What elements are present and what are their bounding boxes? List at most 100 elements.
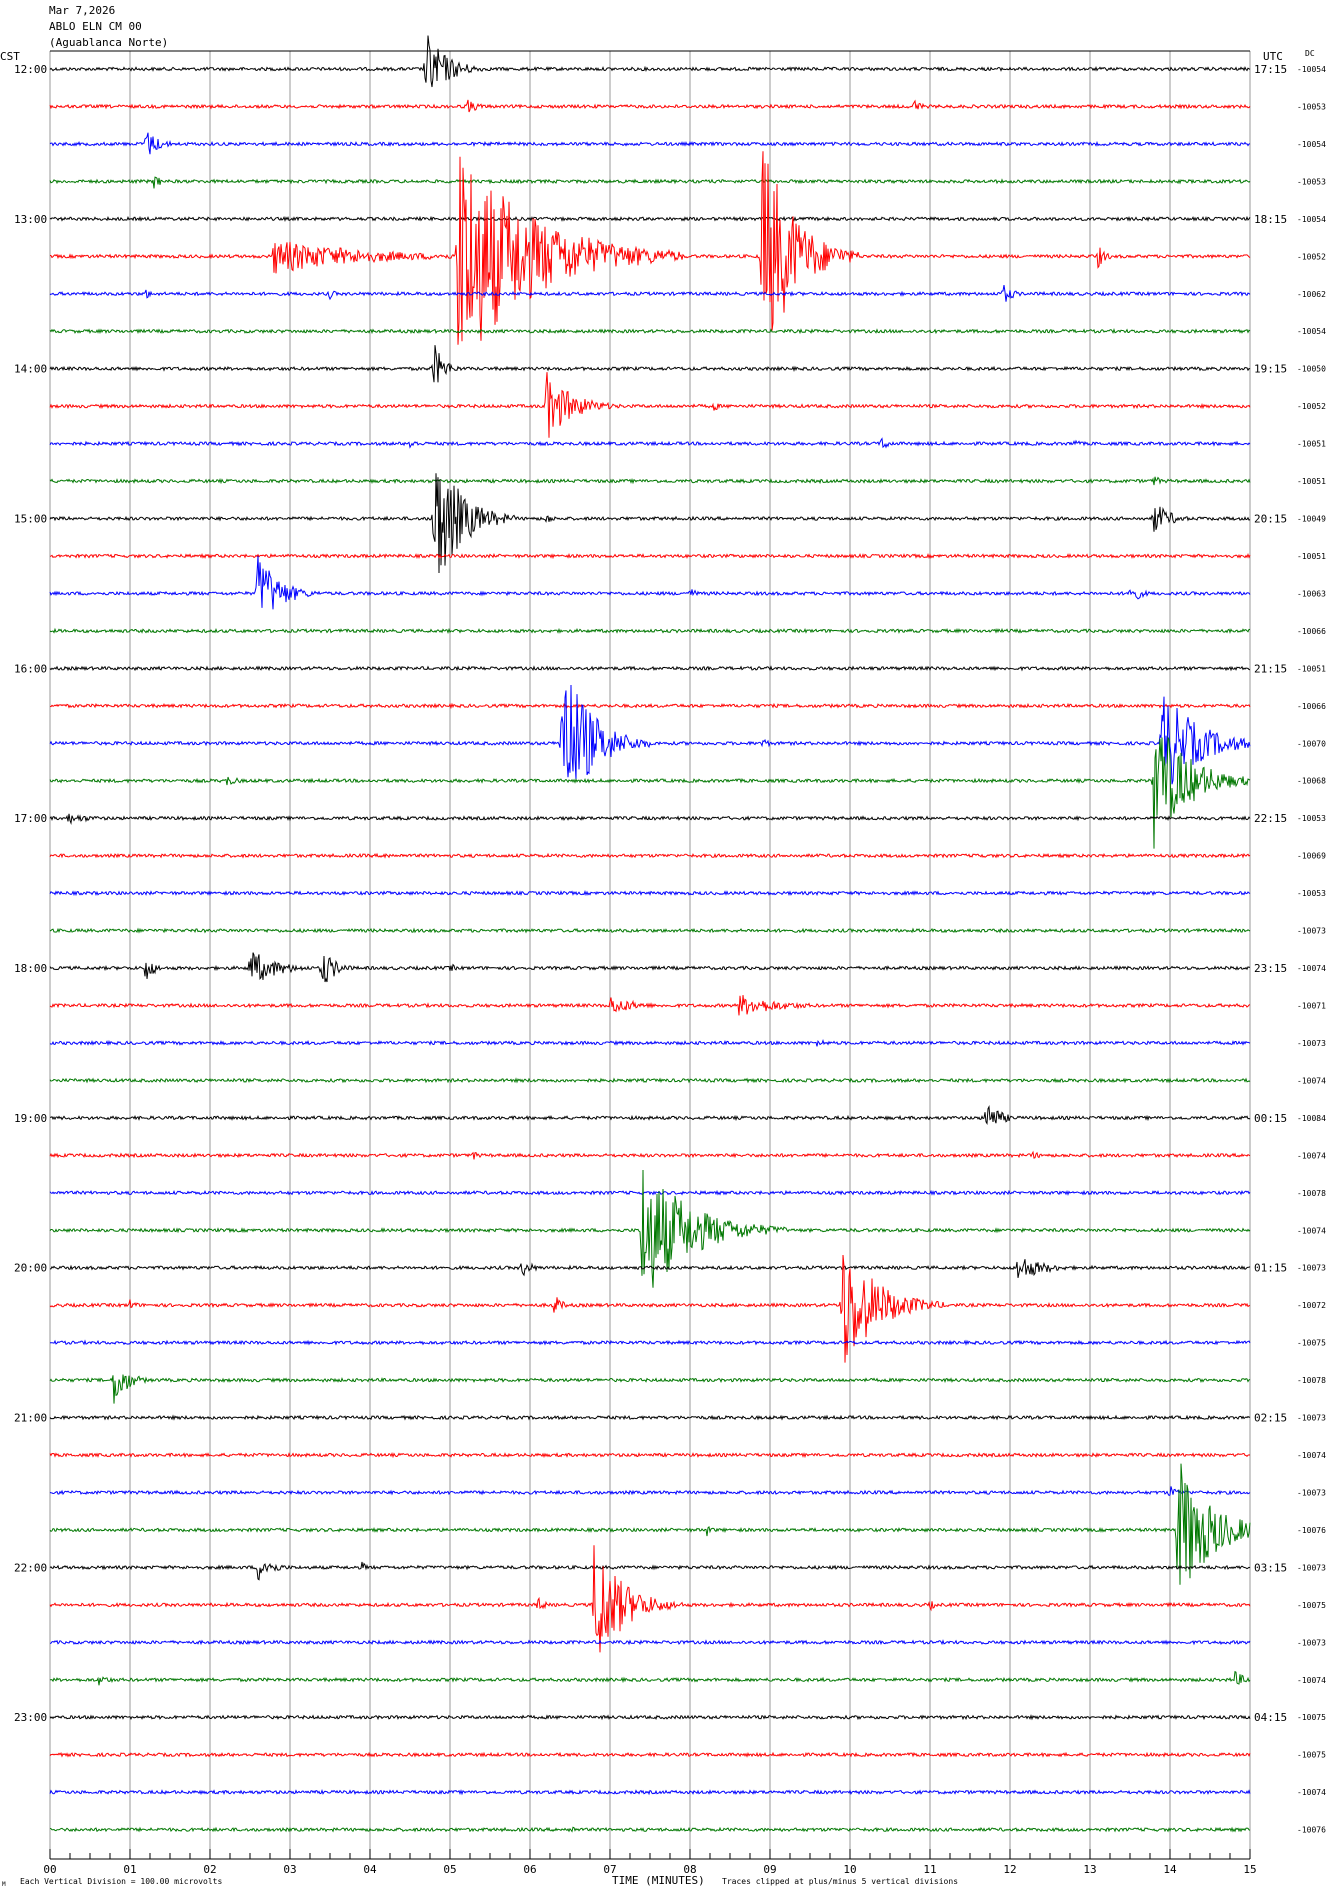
trace-line-47 <box>49 1826 1251 1833</box>
trace-line-6 <box>49 285 1251 302</box>
trace-line-36 <box>49 1414 1251 1421</box>
dc-value: -10051 <box>1297 440 1326 449</box>
right-timezone-label: UTC <box>1263 50 1283 63</box>
dc-value: -10053 <box>1297 889 1326 898</box>
trace-line-41 <box>49 1545 1251 1653</box>
trace-line-32 <box>49 1259 1251 1278</box>
trace-line-17 <box>49 702 1251 710</box>
trace-line-7 <box>49 327 1251 335</box>
dc-value: -10074 <box>1297 1788 1326 1797</box>
trace-line-0 <box>49 35 1251 88</box>
trace-lines <box>49 35 1251 1833</box>
trace-line-38 <box>49 1486 1251 1497</box>
trace-line-28 <box>49 1104 1251 1125</box>
utc-hour-labels: 17:15 18:15 19:15 20:15 21:15 22:15 23:15 00:15… <box>1254 63 1287 1724</box>
trace-line-30 <box>49 1189 1251 1196</box>
dc-value: -10073 <box>1297 1039 1326 1048</box>
dc-value: -10074 <box>1297 1451 1326 1460</box>
trace-line-14 <box>49 555 1251 610</box>
cst-hour-label: 17:00 <box>14 812 47 825</box>
cst-hour-label: 23:00 <box>14 1711 47 1724</box>
trace-line-25 <box>49 995 1251 1016</box>
dc-value: -10052 <box>1297 402 1326 411</box>
trace-line-8 <box>49 345 1251 383</box>
trace-line-33 <box>49 1254 1251 1363</box>
dc-value: -10051 <box>1297 552 1326 561</box>
x-axis-title: TIME (MINUTES) <box>612 1874 705 1887</box>
dc-value: -10068 <box>1297 777 1326 786</box>
utc-hour-label: 23:15 <box>1254 962 1287 975</box>
cst-hour-label: 18:00 <box>14 962 47 975</box>
trace-line-22 <box>49 890 1251 897</box>
dc-value: -10078 <box>1297 1189 1326 1198</box>
dc-value: -10054 <box>1297 140 1326 149</box>
dc-value: -10051 <box>1297 477 1326 486</box>
trace-line-11 <box>49 476 1251 486</box>
x-tick-label: 11 <box>923 1863 936 1876</box>
dc-value: -10073 <box>1297 1414 1326 1423</box>
dc-value: -10074 <box>1297 1076 1326 1085</box>
dc-value: -10073 <box>1297 1264 1326 1273</box>
time-axis: 00 01 02 03 04 05 06 07 08 09 10 11 12 13 14 15 <box>43 1849 1257 1876</box>
cst-hour-label: 15:00 <box>14 513 47 526</box>
dc-value: -10050 <box>1297 365 1326 374</box>
dc-value: -10066 <box>1297 702 1326 711</box>
trace-line-5 <box>49 151 1251 345</box>
trace-line-26 <box>49 1038 1251 1047</box>
utc-hour-label: 01:15 <box>1254 1262 1287 1275</box>
x-tick-label: 15 <box>1243 1863 1256 1876</box>
dc-value: -10078 <box>1297 1376 1326 1385</box>
trace-line-20 <box>49 813 1251 825</box>
x-tick-label: 00 <box>43 1863 56 1876</box>
x-tick-label: 14 <box>1163 1863 1177 1876</box>
x-tick-label: 02 <box>203 1863 216 1876</box>
cst-hour-label: 16:00 <box>14 662 47 675</box>
dc-value: -10075 <box>1297 1713 1326 1722</box>
x-tick-label: 04 <box>363 1863 377 1876</box>
dc-value: -10084 <box>1297 1114 1326 1123</box>
x-tick-label: 01 <box>123 1863 136 1876</box>
trace-line-10 <box>49 437 1251 449</box>
trace-line-23 <box>49 927 1251 934</box>
dc-value: -10076 <box>1297 1826 1326 1835</box>
dc-value: -10073 <box>1297 927 1326 936</box>
cst-hour-labels: 12:00 13:00 14:00 15:00 16:00 17:00 18:00 19:00… <box>14 63 47 1724</box>
trace-line-37 <box>49 1451 1251 1459</box>
dc-value: -10075 <box>1297 1751 1326 1760</box>
station-label: ABLO ELN CM 00 <box>49 20 142 33</box>
dc-value: -10049 <box>1297 515 1326 524</box>
trace-line-1 <box>49 99 1251 113</box>
cst-hour-label: 13:00 <box>14 213 47 226</box>
left-timezone-label: CST <box>0 50 20 63</box>
trace-line-35 <box>49 1374 1251 1404</box>
x-tick-label: 10 <box>843 1863 856 1876</box>
minute-gridlines <box>49 50 1251 1859</box>
dc-value: -10053 <box>1297 177 1326 186</box>
dc-value: -10074 <box>1297 1226 1326 1235</box>
utc-hour-label: 19:15 <box>1254 363 1287 376</box>
utc-hour-label: 02:15 <box>1254 1412 1287 1425</box>
trace-line-18 <box>49 684 1251 785</box>
trace-line-3 <box>49 176 1251 189</box>
corner-mark: M <box>2 1881 6 1888</box>
dc-value: -10075 <box>1297 1601 1326 1610</box>
utc-hour-label: 18:15 <box>1254 213 1287 226</box>
dc-value: -10075 <box>1297 1339 1326 1348</box>
dc-value: -10072 <box>1297 1301 1326 1310</box>
dc-value: -10073 <box>1297 1488 1326 1497</box>
trace-line-39 <box>49 1463 1251 1585</box>
trace-line-15 <box>49 627 1251 635</box>
cst-hour-label: 12:00 <box>14 63 47 76</box>
cst-hour-label: 19:00 <box>14 1112 47 1125</box>
dc-value: -10070 <box>1297 739 1326 748</box>
scale-note: Each Vertical Division = 100.00 microvol… <box>20 1877 222 1886</box>
utc-hour-label: 17:15 <box>1254 63 1287 76</box>
dc-value: -10054 <box>1297 215 1326 224</box>
trace-line-4 <box>49 215 1251 222</box>
dc-value: -10074 <box>1297 964 1326 973</box>
dc-value: -10063 <box>1297 589 1326 598</box>
dc-value: -10053 <box>1297 814 1326 823</box>
x-tick-label: 03 <box>283 1863 296 1876</box>
trace-line-21 <box>49 852 1251 859</box>
x-tick-label: 08 <box>683 1863 696 1876</box>
